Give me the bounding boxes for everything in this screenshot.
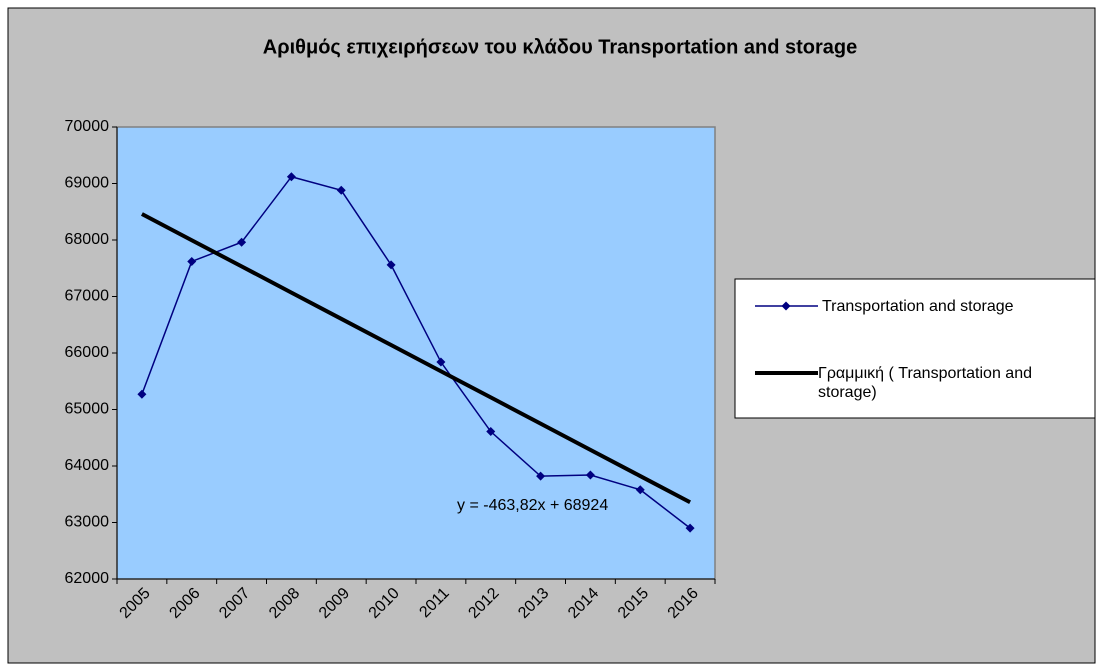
point [137, 389, 147, 399]
point [286, 172, 296, 182]
chart-title: Αριθμός επιχειρήσεων του κλάδου Transpor… [263, 36, 857, 58]
legend-label: Transportation and storage [822, 298, 1014, 315]
point [237, 237, 247, 247]
y-tick-label: 63000 [65, 514, 110, 531]
series-line [141, 175, 691, 529]
point [187, 256, 197, 266]
point [486, 427, 496, 437]
point [386, 260, 396, 270]
legend-box [734, 278, 1096, 419]
y-tick-label: 64000 [65, 457, 110, 474]
point [336, 185, 346, 195]
point [436, 357, 446, 367]
annotation: y = -463,82x + 68924 [457, 497, 608, 514]
y-tick-label: 67000 [65, 288, 110, 305]
legend-marker [781, 301, 791, 311]
point [585, 470, 595, 480]
legend-label: Γραμμική ( Transportation and storage) [818, 365, 1032, 401]
y-tick-label: 62000 [65, 570, 110, 587]
point [685, 523, 695, 533]
y-tick-label: 68000 [65, 231, 110, 248]
plot-area [116, 126, 716, 580]
y-tick-label: 66000 [65, 344, 110, 361]
y-tick-label: 69000 [65, 175, 110, 192]
point [635, 485, 645, 495]
trend-line [140, 212, 692, 505]
y-tick-label: 70000 [65, 118, 110, 135]
y-tick-label: 65000 [65, 401, 110, 418]
point [536, 471, 546, 481]
